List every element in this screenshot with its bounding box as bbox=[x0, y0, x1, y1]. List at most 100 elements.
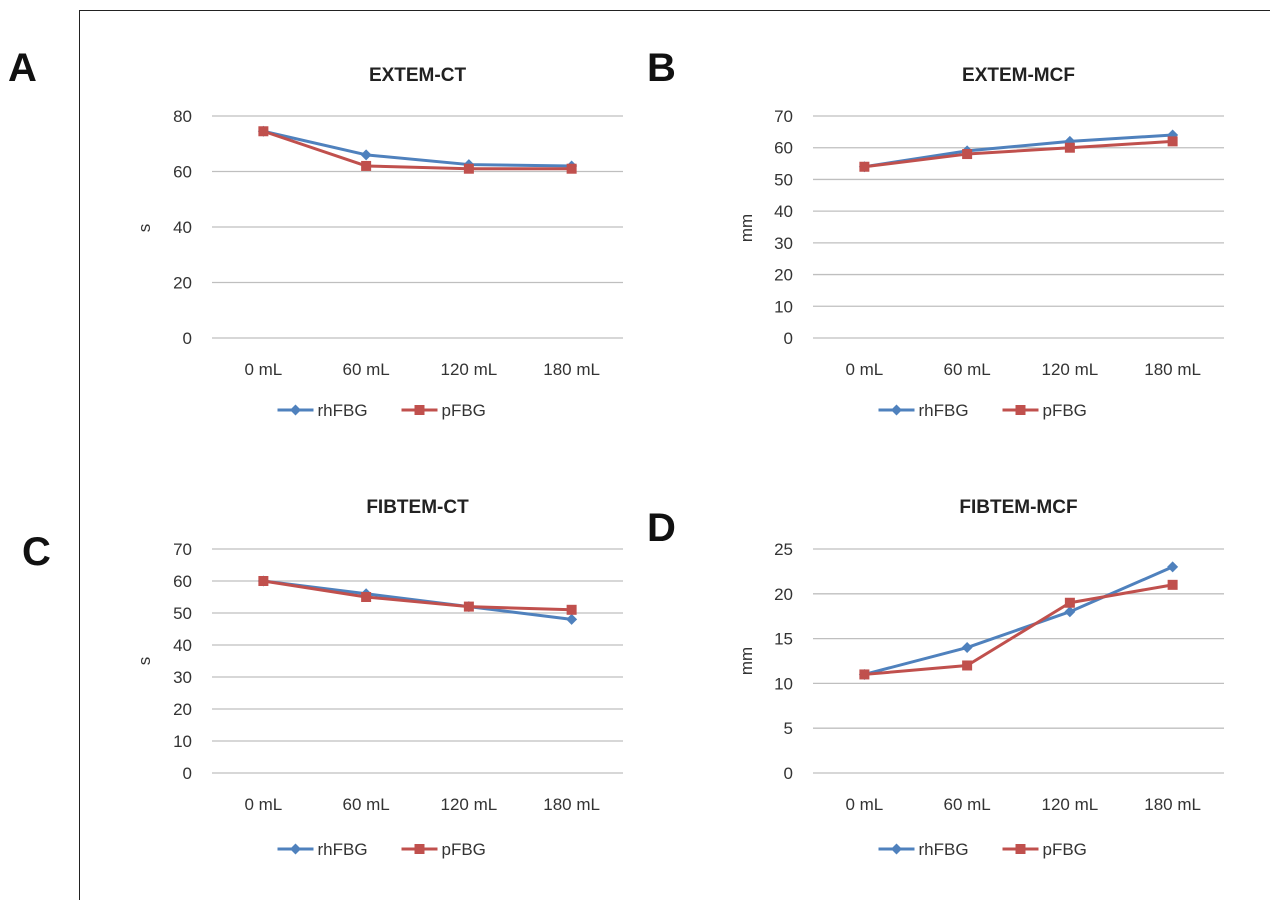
data-point-pfbg bbox=[566, 163, 577, 174]
x-tick-label: 0 mL bbox=[845, 360, 883, 379]
y-tick-label: 0 bbox=[183, 329, 192, 348]
y-tick-label: 20 bbox=[173, 274, 192, 293]
chart-title: EXTEM-MCF bbox=[962, 65, 1075, 86]
x-tick-label: 0 mL bbox=[244, 795, 282, 814]
series-line-pfbg bbox=[263, 579, 572, 612]
data-point-rhfbg bbox=[961, 642, 973, 654]
data-point-pfbg bbox=[463, 601, 474, 612]
chart-title: EXTEM-CT bbox=[369, 65, 467, 86]
data-point-pfbg bbox=[859, 161, 870, 172]
series-line-rhfbg bbox=[263, 579, 572, 621]
data-point-pfbg bbox=[361, 592, 372, 602]
y-axis-label: s bbox=[135, 224, 154, 233]
series-line-rhfbg bbox=[864, 133, 1173, 169]
x-tick-label: 60 mL bbox=[944, 360, 991, 379]
chart-extem-mcf: EXTEM-MCF 0 10 20 30 40 50 60 70 mm 0 mL 60 mL 120 m… bbox=[737, 65, 1224, 420]
legend-marker-pfbg bbox=[1015, 844, 1026, 854]
data-point-pfbg bbox=[1167, 579, 1178, 590]
series-line-rhfbg bbox=[863, 565, 1174, 676]
y-tick-label: 60 bbox=[173, 572, 192, 591]
y-tick-label: 30 bbox=[173, 668, 192, 687]
data-point-pfbg bbox=[962, 149, 973, 160]
y-tick-label: 5 bbox=[784, 719, 793, 738]
data-point-rhfbg bbox=[1064, 606, 1076, 618]
legend-marker-pfbg bbox=[414, 844, 425, 854]
y-tick-label: 30 bbox=[774, 234, 793, 253]
legend-label-rhfbg: rhFBG bbox=[919, 401, 969, 420]
data-point-pfbg bbox=[859, 669, 870, 680]
y-tick-label: 15 bbox=[774, 630, 793, 649]
x-tick-label: 180 mL bbox=[1144, 360, 1201, 379]
y-tick-label: 60 bbox=[774, 139, 793, 158]
panel-letter-c: C bbox=[22, 530, 51, 574]
y-tick-label: 0 bbox=[784, 329, 793, 348]
data-point-pfbg bbox=[463, 163, 474, 174]
chart-title: FIBTEM-MCF bbox=[959, 497, 1077, 518]
x-tick-label: 120 mL bbox=[441, 360, 498, 379]
y-tick-label: 70 bbox=[774, 107, 793, 126]
panel-letter-a: A bbox=[8, 46, 37, 90]
y-tick-label: 0 bbox=[183, 764, 192, 783]
x-tick-label: 180 mL bbox=[1144, 795, 1201, 814]
x-tick-label: 180 mL bbox=[543, 795, 600, 814]
data-point-rhfbg bbox=[1167, 561, 1179, 573]
chart-extem-ct: EXTEM-CT 0 20 40 60 80 s 0 mL 60 mL 120 mL 180 mL r… bbox=[135, 65, 623, 420]
y-tick-label: 50 bbox=[774, 170, 793, 189]
y-axis-label: mm bbox=[737, 647, 756, 675]
frame-left-border bbox=[79, 10, 80, 900]
panel-letter-b: B bbox=[647, 46, 676, 90]
x-tick-label: 60 mL bbox=[343, 795, 390, 814]
legend-marker-rhfbg bbox=[891, 404, 902, 416]
legend-label-pfbg: pFBG bbox=[442, 840, 486, 859]
y-tick-label: 80 bbox=[173, 107, 192, 126]
y-tick-label: 10 bbox=[173, 732, 192, 751]
data-point-pfbg bbox=[1167, 136, 1178, 147]
y-tick-label: 20 bbox=[774, 266, 793, 285]
data-point-pfbg bbox=[361, 160, 372, 171]
data-point-rhfbg bbox=[566, 613, 578, 625]
y-tick-label: 20 bbox=[173, 700, 192, 719]
legend-label-rhfbg: rhFBG bbox=[318, 840, 368, 859]
x-tick-label: 180 mL bbox=[543, 360, 600, 379]
y-tick-label: 60 bbox=[173, 163, 192, 182]
data-point-pfbg bbox=[258, 576, 269, 586]
y-axis-label: s bbox=[135, 657, 154, 666]
data-point-pfbg bbox=[962, 660, 973, 671]
y-tick-label: 25 bbox=[774, 540, 793, 559]
legend-marker-pfbg bbox=[1015, 405, 1026, 415]
y-tick-label: 40 bbox=[173, 218, 192, 237]
legend-label-rhfbg: rhFBG bbox=[318, 401, 368, 420]
y-tick-label: 40 bbox=[774, 202, 793, 221]
data-point-pfbg bbox=[566, 604, 577, 615]
legend-label-pfbg: pFBG bbox=[1043, 401, 1087, 420]
legend-label-pfbg: pFBG bbox=[1043, 840, 1087, 859]
legend-marker-pfbg bbox=[414, 405, 425, 415]
data-point-rhfbg bbox=[360, 149, 372, 161]
series-line-pfbg bbox=[262, 129, 572, 171]
x-tick-label: 0 mL bbox=[845, 795, 883, 814]
x-tick-label: 120 mL bbox=[1042, 795, 1099, 814]
legend-marker-rhfbg bbox=[290, 843, 301, 855]
frame-top-border bbox=[79, 10, 1270, 11]
x-tick-label: 0 mL bbox=[244, 360, 282, 379]
legend-label-rhfbg: rhFBG bbox=[919, 840, 969, 859]
y-tick-label: 0 bbox=[784, 764, 793, 783]
y-axis-label: mm bbox=[737, 214, 756, 242]
y-tick-label: 40 bbox=[173, 636, 192, 655]
legend-marker-rhfbg bbox=[290, 404, 301, 416]
series-line-pfbg bbox=[864, 139, 1173, 169]
y-tick-label: 50 bbox=[173, 604, 192, 623]
data-point-pfbg bbox=[258, 126, 269, 137]
y-tick-label: 10 bbox=[774, 297, 793, 316]
y-tick-label: 20 bbox=[774, 585, 793, 604]
x-tick-label: 120 mL bbox=[1042, 360, 1099, 379]
panel-letter-d: D bbox=[647, 506, 676, 550]
chart-title: FIBTEM-CT bbox=[366, 497, 469, 518]
y-tick-label: 10 bbox=[774, 674, 793, 693]
series-line-pfbg bbox=[864, 583, 1173, 676]
legend-marker-rhfbg bbox=[891, 843, 902, 855]
x-tick-label: 60 mL bbox=[944, 795, 991, 814]
x-tick-label: 60 mL bbox=[343, 360, 390, 379]
y-tick-label: 70 bbox=[173, 540, 192, 559]
